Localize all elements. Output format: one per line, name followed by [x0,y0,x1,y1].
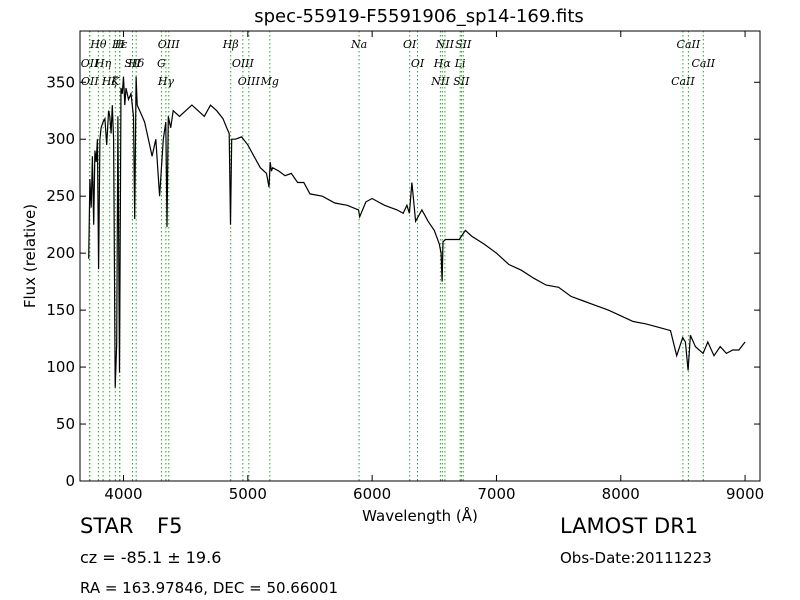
marker-label: OIII [238,75,261,88]
y-tick-label: 350 [46,73,75,91]
marker-label: Hη [94,57,112,70]
marker-label: Hγ [157,75,175,88]
marker-label: CaII [671,75,695,88]
marker-label: H [114,38,125,51]
marker-label: OIII [232,57,255,70]
marker-label: NII [435,38,455,51]
marker-label: K [110,75,120,88]
object-subclass: F5 [157,514,183,538]
chart-title: spec-55919-F5591906_sp14-169.fits [254,6,584,27]
y-tick-label: 150 [46,301,75,319]
x-tick-label: 9000 [726,485,764,503]
marker-label: SII [124,57,141,70]
redshift-info: cz = -85.1 ± 19.6 [80,548,222,567]
marker-label: Hδ [127,57,145,70]
marker-label: Hα [433,57,452,70]
observation-date: Obs-Date:20111223 [560,549,712,567]
y-tick-label: 100 [46,358,75,376]
marker-label: Hθ [89,38,107,51]
marker-label: SII [453,75,470,88]
y-tick-label: 300 [46,130,75,148]
marker-label: NII [430,75,450,88]
x-tick-label: 4000 [104,485,142,503]
line-markers: HθHηHζHεHδHγHβHαKHGMgNaOIIOIIOIIIOIIIOII… [81,31,716,481]
x-axis-label: Wavelength (Å) [362,506,478,525]
coordinates-info: RA = 163.97846, DEC = 50.66001 [80,579,339,597]
marker-label: Hβ [222,38,239,51]
marker-label: SII [455,38,472,51]
x-tick-label: 7000 [477,485,515,503]
plot-frame [79,30,761,482]
marker-label: Li [454,57,466,70]
x-tick-label: 8000 [602,485,640,503]
y-tick-label: 200 [46,244,75,262]
marker-label: G [157,57,166,70]
spectrum-line [88,76,746,388]
marker-label: OIII [158,38,181,51]
x-tick-label: 6000 [353,485,391,503]
survey-name: LAMOST DR1 [560,514,699,538]
y-axis-ticks: 0 50 100 150 200 250 300 350 [46,73,760,490]
y-tick-label: 50 [56,415,75,433]
marker-label: Na [350,38,367,51]
marker-label: Mg [260,75,279,88]
object-class: STAR [80,514,134,538]
marker-label: Hζ [101,75,119,88]
y-tick-label: 0 [65,472,75,490]
marker-label: CaII [677,38,701,51]
y-axis-label: Flux (relative) [21,204,39,308]
marker-label: CaII [691,57,715,70]
marker-label: OI [411,57,425,70]
marker-label: OII [81,75,99,88]
x-axis-ticks: 4000 5000 6000 7000 8000 9000 [104,31,764,503]
y-tick-label: 250 [46,187,75,205]
x-tick-label: 5000 [229,485,267,503]
marker-label: OI [403,38,417,51]
